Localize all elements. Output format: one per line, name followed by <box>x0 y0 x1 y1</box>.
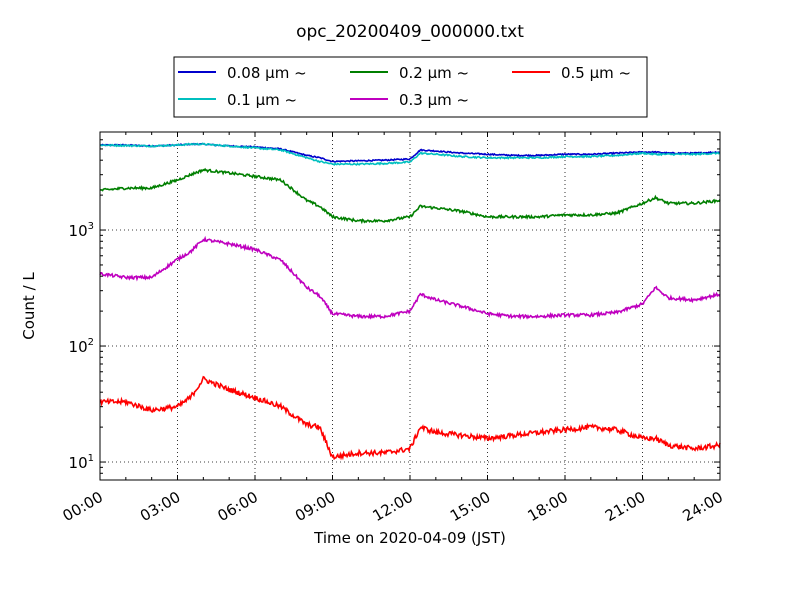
x-tick-label: 12:00 <box>370 488 416 525</box>
x-tick-label: 06:00 <box>215 488 261 525</box>
x-axis-label: Time on 2020-04-09 (JST) <box>313 529 506 547</box>
x-tick-label: 21:00 <box>602 488 648 525</box>
plot-lines <box>99 142 721 461</box>
x-tick-label: 03:00 <box>137 488 183 525</box>
legend: 0.08 μm ~ 0.1 μm ~ 0.2 μm ~ 0.3 μm ~ 0.5 μm … <box>173 56 648 118</box>
x-tick-label: 24:00 <box>680 488 726 525</box>
legend-label: 0.08 μm ~ <box>227 64 307 82</box>
legend-label: 0.2 μm ~ <box>399 64 469 82</box>
y-tick-base: 10 <box>69 338 88 356</box>
y-tick-label: 103 <box>69 221 94 240</box>
y-tick-exponent: 3 <box>88 221 94 232</box>
y-axis-label: Count / L <box>20 272 38 340</box>
series-line <box>99 375 721 461</box>
x-axis: 00:00 03:00 06:00 09:00 12:00 15:00 18:00 21:00… <box>60 132 726 525</box>
chart-title: opc_20200409_000000.txt <box>296 22 524 42</box>
series-line <box>99 142 721 166</box>
grid <box>100 132 720 480</box>
series-line <box>99 235 721 321</box>
x-tick-label: 18:00 <box>525 488 571 525</box>
legend-label: 0.1 μm ~ <box>227 91 297 109</box>
y-tick-base: 10 <box>69 222 88 240</box>
y-tick-exponent: 2 <box>88 337 94 348</box>
legend-box <box>173 56 648 118</box>
y-tick-label: 102 <box>69 337 94 356</box>
x-tick-label: 15:00 <box>447 488 493 525</box>
series-line <box>100 167 721 225</box>
legend-label: 0.5 μm ~ <box>561 64 631 82</box>
x-tick-label: 00:00 <box>60 488 106 525</box>
x-tick-label: 09:00 <box>292 488 338 525</box>
y-tick-exponent: 1 <box>88 453 94 464</box>
legend-label: 0.3 μm ~ <box>399 91 469 109</box>
y-tick-label: 101 <box>69 453 94 472</box>
y-tick-base: 10 <box>69 454 88 472</box>
